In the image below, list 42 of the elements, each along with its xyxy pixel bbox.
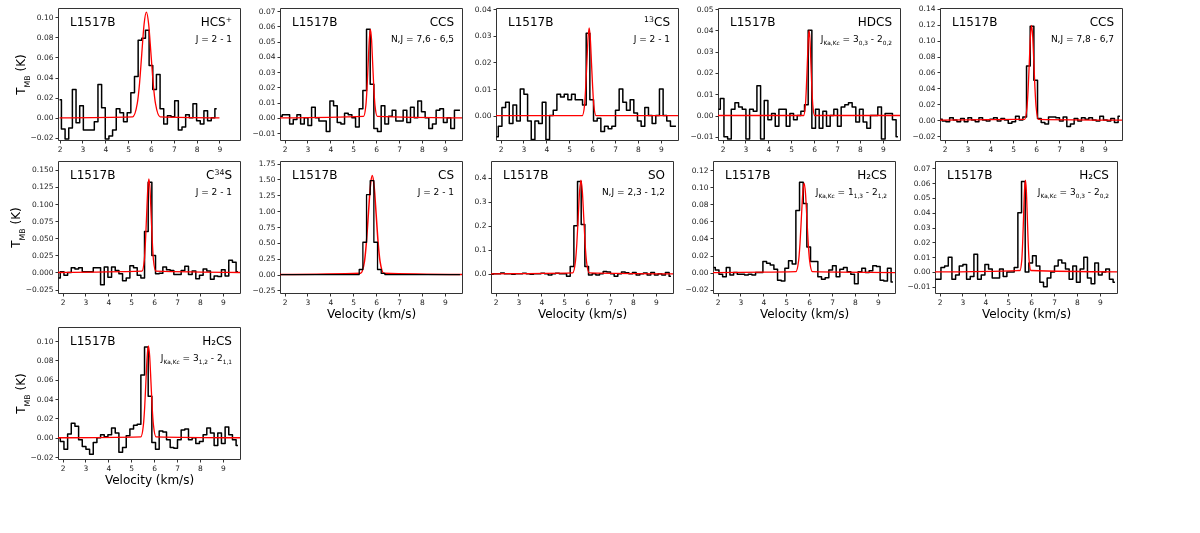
text: J$_{Ka,Kc}$ = 3$_{0,3}$ - 2$_{0,2}$ — [1036, 187, 1110, 199]
text: N,J = 7,8 - 6,7 — [1050, 34, 1114, 44]
text: J = 2 - 1 — [632, 34, 670, 44]
annotation: L1517B — [292, 15, 338, 29]
text: J$_{Ka,Kc}$ = 3$_{1,2}$ - 2$_{1,1}$ — [159, 353, 233, 365]
annotation: L1517B — [70, 15, 116, 29]
annotation: L1517B — [508, 15, 554, 29]
text: CCS — [429, 15, 454, 29]
annotation: L1517B — [70, 168, 116, 182]
annotation: L1517B — [503, 168, 549, 182]
text: CS — [438, 168, 454, 182]
annotation: L1517B — [947, 168, 993, 182]
text: J = 2 - 1 — [194, 187, 232, 197]
x-axis-title: Velocity (km/s) — [537, 307, 628, 321]
x-axis-title: Velocity (km/s) — [981, 307, 1072, 321]
x-axis-title: Velocity (km/s) — [759, 307, 850, 321]
annotation: L1517B — [292, 168, 338, 182]
line-series — [718, 29, 900, 117]
line-series — [58, 345, 240, 439]
text: $^{13}$CS — [644, 14, 670, 29]
annotation: L1517B — [952, 15, 998, 29]
line-series — [496, 27, 678, 117]
text: HCS⁺ — [200, 15, 232, 29]
text: CCS — [1089, 15, 1114, 29]
text: H₂CS — [857, 168, 887, 182]
annotation: L1517B — [725, 168, 771, 182]
text: HDCS — [857, 15, 892, 29]
text: N,J = 2,3 - 1,2 — [601, 187, 665, 197]
annotation: L1517B — [730, 15, 776, 29]
text: N,J = 7,6 - 6,5 — [390, 34, 454, 44]
text: J$_{Ka,Kc}$ = 3$_{0,3}$ - 2$_{0,2}$ — [819, 34, 893, 46]
text: H₂CS — [1079, 168, 1109, 182]
x-axis-title: Velocity (km/s) — [104, 473, 195, 487]
text: J$_{Ka,Kc}$ = 1$_{1,3}$ - 2$_{1,2}$ — [814, 187, 888, 199]
line-series — [935, 179, 1117, 273]
annotation: L1517B — [70, 334, 116, 348]
text: J = 2 - 1 — [194, 34, 232, 44]
text: J = 2 - 1 — [416, 187, 454, 197]
text: C$^{34}$S — [206, 167, 232, 182]
text: H₂CS — [202, 334, 232, 348]
text: SO — [647, 168, 665, 182]
x-axis-title: Velocity (km/s) — [326, 307, 417, 321]
